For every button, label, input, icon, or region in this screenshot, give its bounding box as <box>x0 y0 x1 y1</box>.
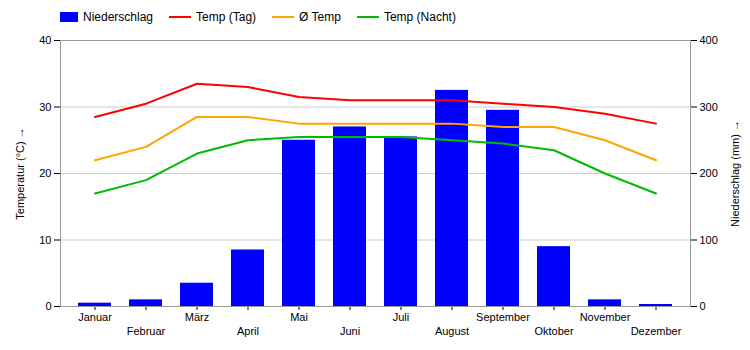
svg-text:400: 400 <box>700 34 718 46</box>
svg-text:20: 20 <box>39 167 51 179</box>
svg-text:Juli: Juli <box>393 311 410 323</box>
svg-text:Niederschlag (mm) →: Niederschlag (mm) → <box>729 120 741 227</box>
svg-text:August: August <box>435 325 469 337</box>
svg-text:September: September <box>476 311 530 323</box>
svg-text:300: 300 <box>700 101 718 113</box>
svg-text:Juni: Juni <box>340 325 360 337</box>
svg-text:April: April <box>237 325 259 337</box>
html-text:Niederschlag: Niederschlag <box>83 10 153 24</box>
svg-text:Dezember: Dezember <box>631 325 682 337</box>
svg-text:100: 100 <box>700 234 718 246</box>
html-text:Temp (Tag): Temp (Tag) <box>196 10 257 24</box>
svg-text:März: März <box>185 311 209 323</box>
svg-text:0: 0 <box>700 300 706 312</box>
svg-text:30: 30 <box>39 101 51 113</box>
html-text:Temp (Nacht): Temp (Nacht) <box>383 10 456 24</box>
html-text:Ø Temp: Ø Temp <box>299 10 341 24</box>
svg-text:Februar: Februar <box>127 325 166 337</box>
svg-text:Temperatur (°C) →: Temperatur (°C) → <box>14 127 26 219</box>
svg-text:Januar: Januar <box>78 311 112 323</box>
svg-text:200: 200 <box>700 167 718 179</box>
svg-text:10: 10 <box>39 234 51 246</box>
svg-text:November: November <box>580 311 631 323</box>
svg-text:Oktober: Oktober <box>534 325 573 337</box>
svg-text:Mai: Mai <box>290 311 308 323</box>
svg-text:40: 40 <box>39 34 51 46</box>
svg-text:0: 0 <box>45 300 51 312</box>
